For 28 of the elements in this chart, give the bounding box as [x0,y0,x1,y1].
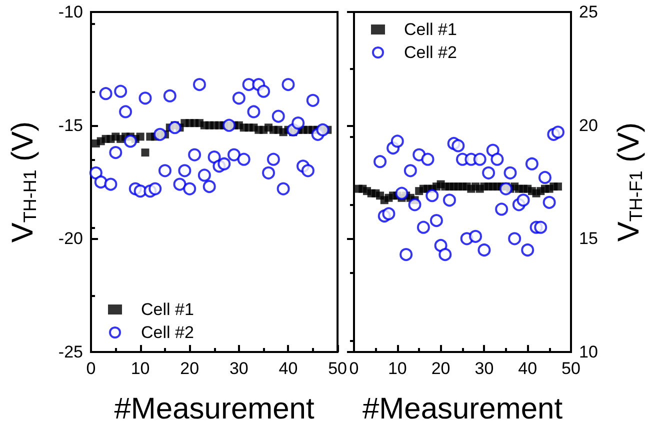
x-axis-title: #Measurement [362,392,564,426]
y-axis-title: VTH-H1 (V) [6,121,40,243]
x-tick-label: 30 [474,359,494,378]
x-tick-label: 40 [278,359,298,378]
y2-tick-label: 25 [579,2,598,22]
legend-label: Cell #2 [404,43,457,62]
legend-label: Cell #2 [141,323,194,342]
y2-tick-label: 15 [579,229,598,248]
x-tick-label: 0 [349,359,359,378]
x-tick-label: 20 [431,359,450,378]
legend-label: Cell #1 [141,300,194,319]
y-tick-label: -10 [58,2,83,22]
x-tick-label: 40 [518,359,538,378]
y2-axis-title: VTH-F1 (V) [612,122,646,242]
x-tick-label: 30 [229,359,248,378]
x-axis-title: #Measurement [114,392,315,426]
y2-tick-label: 20 [579,116,598,135]
x-tick-label: 10 [130,359,150,378]
y2-tick-label: 10 [579,342,598,362]
y-tick-label: -20 [58,229,83,248]
y-tick-label: -15 [58,116,83,135]
legend-label: Cell #1 [404,20,457,39]
x-tick-label: 10 [388,359,407,378]
x-tick-label: 50 [328,359,348,378]
y-tick-label: -25 [58,342,83,362]
x-tick-label: 20 [180,359,200,378]
x-tick-label: 50 [562,359,580,378]
x-tick-label: 0 [86,359,96,378]
